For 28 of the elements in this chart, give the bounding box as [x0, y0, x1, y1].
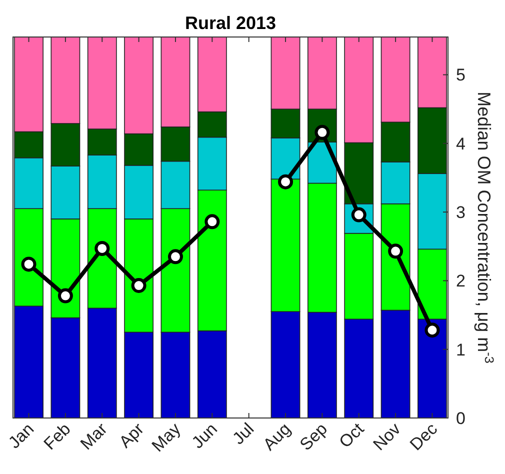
point	[424, 322, 440, 338]
x-tick-label: Mar	[76, 419, 112, 454]
x-tick-label: Feb	[40, 419, 74, 454]
point	[168, 249, 183, 264]
x-tick-label: Jan	[4, 419, 38, 452]
x-tick-label: Jun	[188, 419, 221, 452]
y-tick-label: 4	[456, 134, 466, 154]
x-tick-label: Jul	[228, 419, 258, 448]
point	[21, 256, 36, 272]
chart-title: Rural 2013	[184, 13, 276, 33]
x-tick-label: Nov	[370, 419, 405, 454]
y-tick-label: 0	[456, 408, 466, 428]
point	[58, 288, 73, 304]
point	[278, 174, 294, 190]
x-tick-label: May	[148, 419, 185, 456]
point	[94, 240, 110, 256]
point	[388, 244, 404, 259]
x-tick-label: Sep	[296, 419, 332, 454]
x-tick-label: Aug	[260, 419, 294, 454]
point	[131, 278, 146, 294]
y-tick-label: 5	[456, 66, 466, 85]
x-tick-label: Apr	[115, 419, 148, 452]
y-tick-label: 2	[456, 272, 466, 291]
x-tick-label: Dec	[406, 419, 442, 454]
y-tick-label: 1	[456, 340, 466, 360]
x-tick-label: Oct	[336, 419, 368, 452]
y-tick-label: 3	[456, 203, 466, 222]
point	[204, 214, 220, 230]
